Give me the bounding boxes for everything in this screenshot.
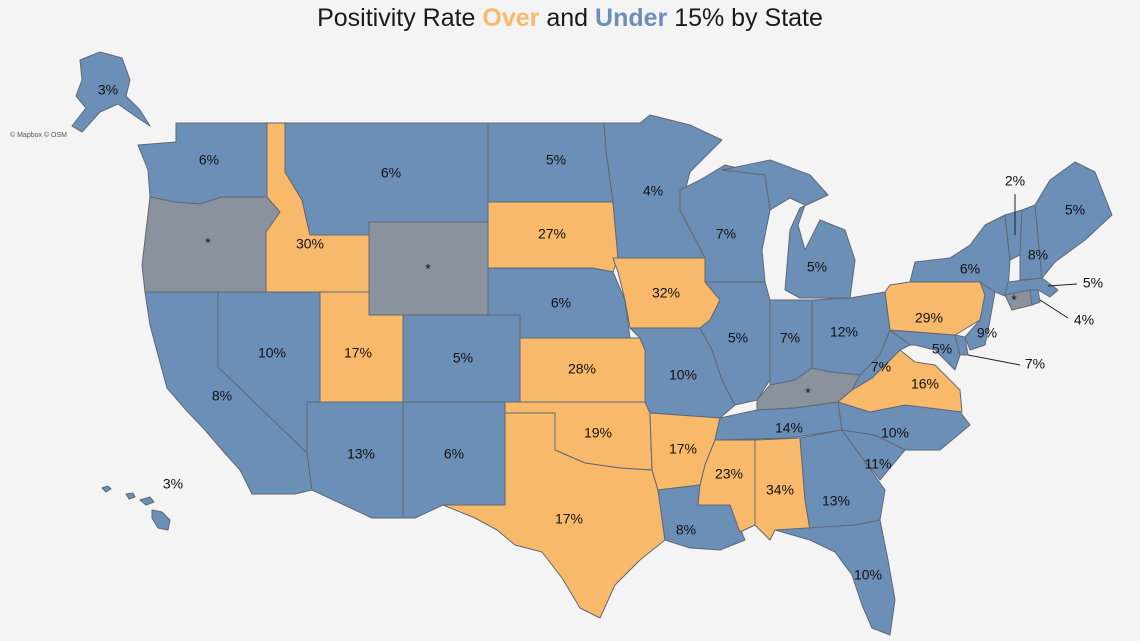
state-label-vt: 2% xyxy=(1005,173,1025,189)
state-label-ak: 3% xyxy=(98,82,118,98)
state-ma[interactable] xyxy=(1004,277,1059,298)
state-label-md: 5% xyxy=(932,341,952,357)
state-wi[interactable] xyxy=(679,164,771,283)
state-fl[interactable] xyxy=(774,519,896,636)
state-label-sd: 27% xyxy=(538,226,566,242)
state-label-or: * xyxy=(205,235,211,251)
state-label-ca: 8% xyxy=(212,388,232,404)
state-label-oh: 12% xyxy=(830,324,858,340)
states-layer xyxy=(71,51,1113,636)
state-il[interactable] xyxy=(699,281,771,406)
state-label-nd: 5% xyxy=(546,152,566,168)
state-label-nc: 10% xyxy=(881,425,909,441)
title-over-word: Over xyxy=(482,4,540,32)
state-label-wi: 7% xyxy=(716,226,736,242)
state-label-ny: 6% xyxy=(960,261,980,277)
state-label-nh: 8% xyxy=(1028,247,1048,263)
state-label-la: 8% xyxy=(676,522,696,538)
state-label-wa: 6% xyxy=(199,152,219,168)
state-label-nm: 6% xyxy=(444,446,464,462)
state-label-mn: 4% xyxy=(643,183,663,199)
state-label-az: 13% xyxy=(347,446,375,462)
state-label-il: 5% xyxy=(728,330,748,346)
state-label-co: 5% xyxy=(453,350,473,366)
leader-lines-layer xyxy=(967,194,1078,366)
state-label-de: 7% xyxy=(1025,356,1045,372)
state-ak[interactable] xyxy=(71,51,151,133)
state-pa[interactable] xyxy=(884,281,986,336)
title-prefix: Positivity Rate xyxy=(317,4,483,32)
state-label-ks: 28% xyxy=(568,361,596,377)
title-under-word: Under xyxy=(595,4,668,32)
state-label-ct: * xyxy=(1011,292,1017,308)
state-label-mi: 5% xyxy=(807,259,827,275)
state-label-ky: * xyxy=(805,385,811,401)
state-label-ne: 6% xyxy=(551,295,571,311)
state-tx[interactable] xyxy=(442,412,666,619)
leader-line-ma xyxy=(1047,283,1078,287)
state-label-id: 30% xyxy=(296,236,324,252)
leader-line-ri xyxy=(1039,299,1069,319)
map-attribution: © Mapbox © OSM xyxy=(10,132,67,139)
state-label-nj: 9% xyxy=(977,325,997,341)
state-label-fl: 10% xyxy=(854,567,882,583)
state-label-tn: 14% xyxy=(775,420,803,436)
state-wv[interactable] xyxy=(851,329,911,391)
title-suffix: 15% by State xyxy=(667,4,823,32)
state-label-ga: 13% xyxy=(822,493,850,509)
title-middle: and xyxy=(539,4,596,32)
state-label-me: 5% xyxy=(1065,202,1085,218)
state-label-ri: 4% xyxy=(1074,312,1094,328)
state-me[interactable] xyxy=(1034,161,1113,279)
state-label-va: 16% xyxy=(911,376,939,392)
state-label-nv: 10% xyxy=(258,345,286,361)
state-label-ms: 23% xyxy=(715,466,743,482)
state-label-in: 7% xyxy=(780,330,800,346)
state-label-hi: 3% xyxy=(163,476,183,492)
state-label-wy: * xyxy=(425,261,431,277)
state-label-ok: 19% xyxy=(584,425,612,441)
state-ri[interactable] xyxy=(1029,289,1041,306)
state-label-al: 34% xyxy=(766,482,794,498)
state-label-mo: 10% xyxy=(669,367,697,383)
state-label-ar: 17% xyxy=(669,441,697,457)
state-label-mt: 6% xyxy=(381,165,401,181)
state-label-pa: 29% xyxy=(915,310,943,326)
labels-layer: 3% 3% 6% * 8% 10% 30% 6% * 17% 13% 5% 6% 5% 27% 6% 28% 19… xyxy=(98,82,1103,583)
map-title: Positivity Rate Over and Under 15% by St… xyxy=(0,4,1140,33)
state-label-wv: 7% xyxy=(871,359,891,375)
state-label-tx: 17% xyxy=(555,511,583,527)
state-label-sc: 11% xyxy=(865,456,892,472)
leader-line-de xyxy=(967,354,1021,366)
state-mi[interactable] xyxy=(721,159,856,299)
state-label-ma: 5% xyxy=(1083,275,1103,291)
state-hi[interactable] xyxy=(101,485,171,531)
state-label-ut: 17% xyxy=(344,345,372,361)
state-nj[interactable] xyxy=(964,281,996,351)
state-label-ia: 32% xyxy=(652,285,680,301)
state-or[interactable] xyxy=(141,196,281,293)
